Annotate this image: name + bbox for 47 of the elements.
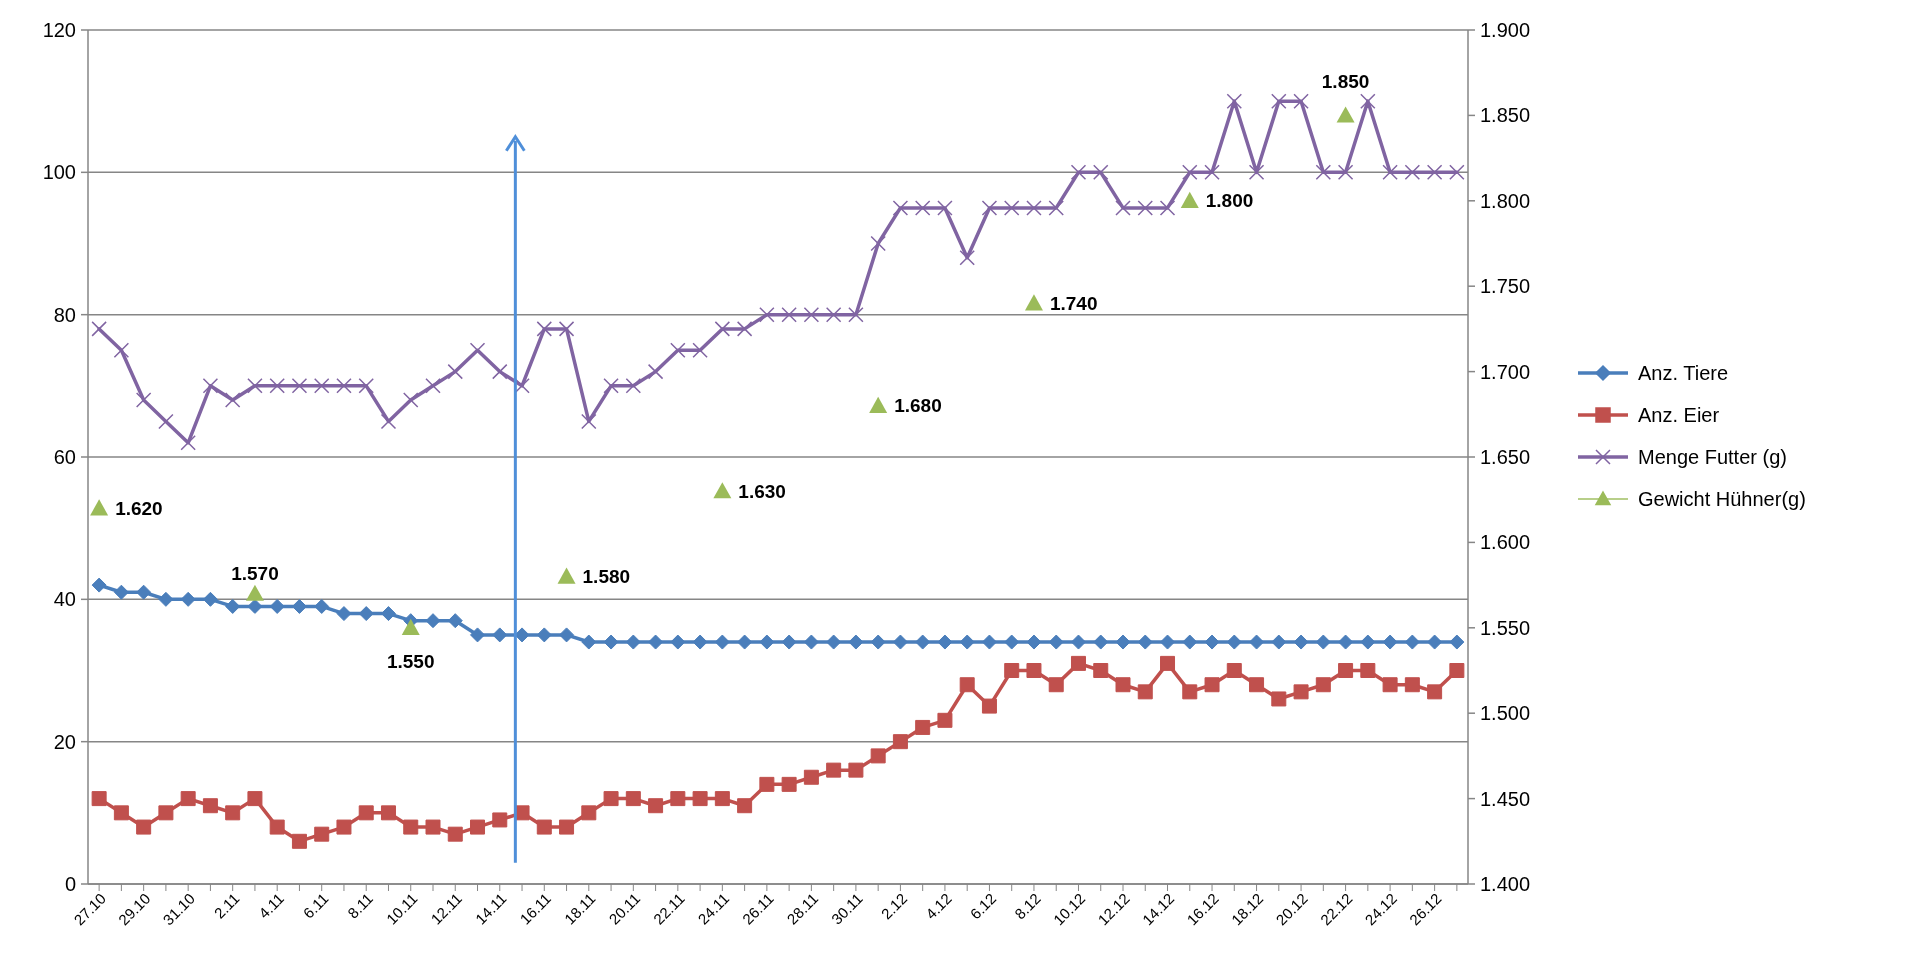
y2-tick-label: 1.700 [1480,360,1531,383]
y2-tick-label: 1.600 [1480,531,1531,554]
data-label: 1.740 [1049,292,1098,314]
y2-tick-label: 1.850 [1480,104,1531,127]
data-label: 1.620 [115,497,163,519]
y-tick-label: 20 [53,730,76,753]
point [557,567,576,584]
y2-tick-label: 1.500 [1480,702,1531,725]
data-label: 1.580 [582,566,631,588]
x-tick-label: 8.12 [1011,889,1044,923]
y-tick-label: 120 [42,19,76,41]
x-tick-label: 2.11 [210,889,243,922]
point [401,618,420,635]
y-tick-label: 40 [53,588,76,611]
legend-label: Anz. Eier [1638,404,1720,426]
data-label: 1.570 [231,563,279,585]
data-label: 1.630 [738,480,786,502]
y2-tick-label: 1.450 [1480,787,1531,810]
point [1180,191,1199,208]
x-tick-label: 6.11 [299,889,332,922]
y2-tick-label: 1.800 [1480,189,1531,212]
y2-tick-label: 1.750 [1480,275,1531,298]
data-label: 1.800 [1205,190,1254,212]
point [245,584,264,601]
y2-tick-label: 1.400 [1480,873,1531,895]
y2-tick-label: 1.900 [1480,19,1531,41]
x-tick-label: 4.12 [922,889,955,923]
legend-label: Gewicht Hühner(g) [1638,488,1806,510]
point [1024,294,1043,311]
x-tick-label: 8.11 [344,889,377,922]
data-label: 1.550 [386,651,435,673]
data-label: 1.850 [1321,71,1370,93]
point [1336,106,1355,123]
y-tick-label: 60 [53,446,76,468]
point [90,499,109,516]
y-tick-label: 100 [42,161,76,184]
x-tick-label: 6.12 [966,889,1000,923]
y2-tick-label: 1.650 [1480,446,1531,468]
data-label: 1.680 [894,395,942,417]
y-tick-label: 80 [53,303,76,326]
legend-label: Anz. Tiere [1638,362,1729,384]
point [869,396,888,413]
point [713,482,732,499]
y-tick-label: 0 [64,873,76,895]
y2-tick-label: 1.550 [1480,616,1531,639]
x-tick-label: 4.11 [255,889,288,922]
legend-label: Menge Futter (g) [1638,446,1787,468]
